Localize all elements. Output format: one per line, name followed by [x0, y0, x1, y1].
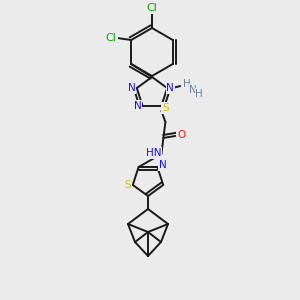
- Text: HN: HN: [146, 148, 161, 158]
- Text: N: N: [189, 85, 197, 95]
- Text: H: H: [183, 79, 191, 89]
- Text: S: S: [124, 180, 131, 190]
- Text: S: S: [162, 103, 169, 113]
- Text: N: N: [128, 83, 136, 93]
- Text: N: N: [166, 83, 174, 93]
- Text: Cl: Cl: [106, 33, 117, 43]
- Text: O: O: [177, 130, 185, 140]
- Text: N: N: [158, 160, 166, 170]
- Text: H: H: [195, 89, 203, 99]
- Text: N: N: [134, 101, 142, 111]
- Text: Cl: Cl: [147, 3, 158, 13]
